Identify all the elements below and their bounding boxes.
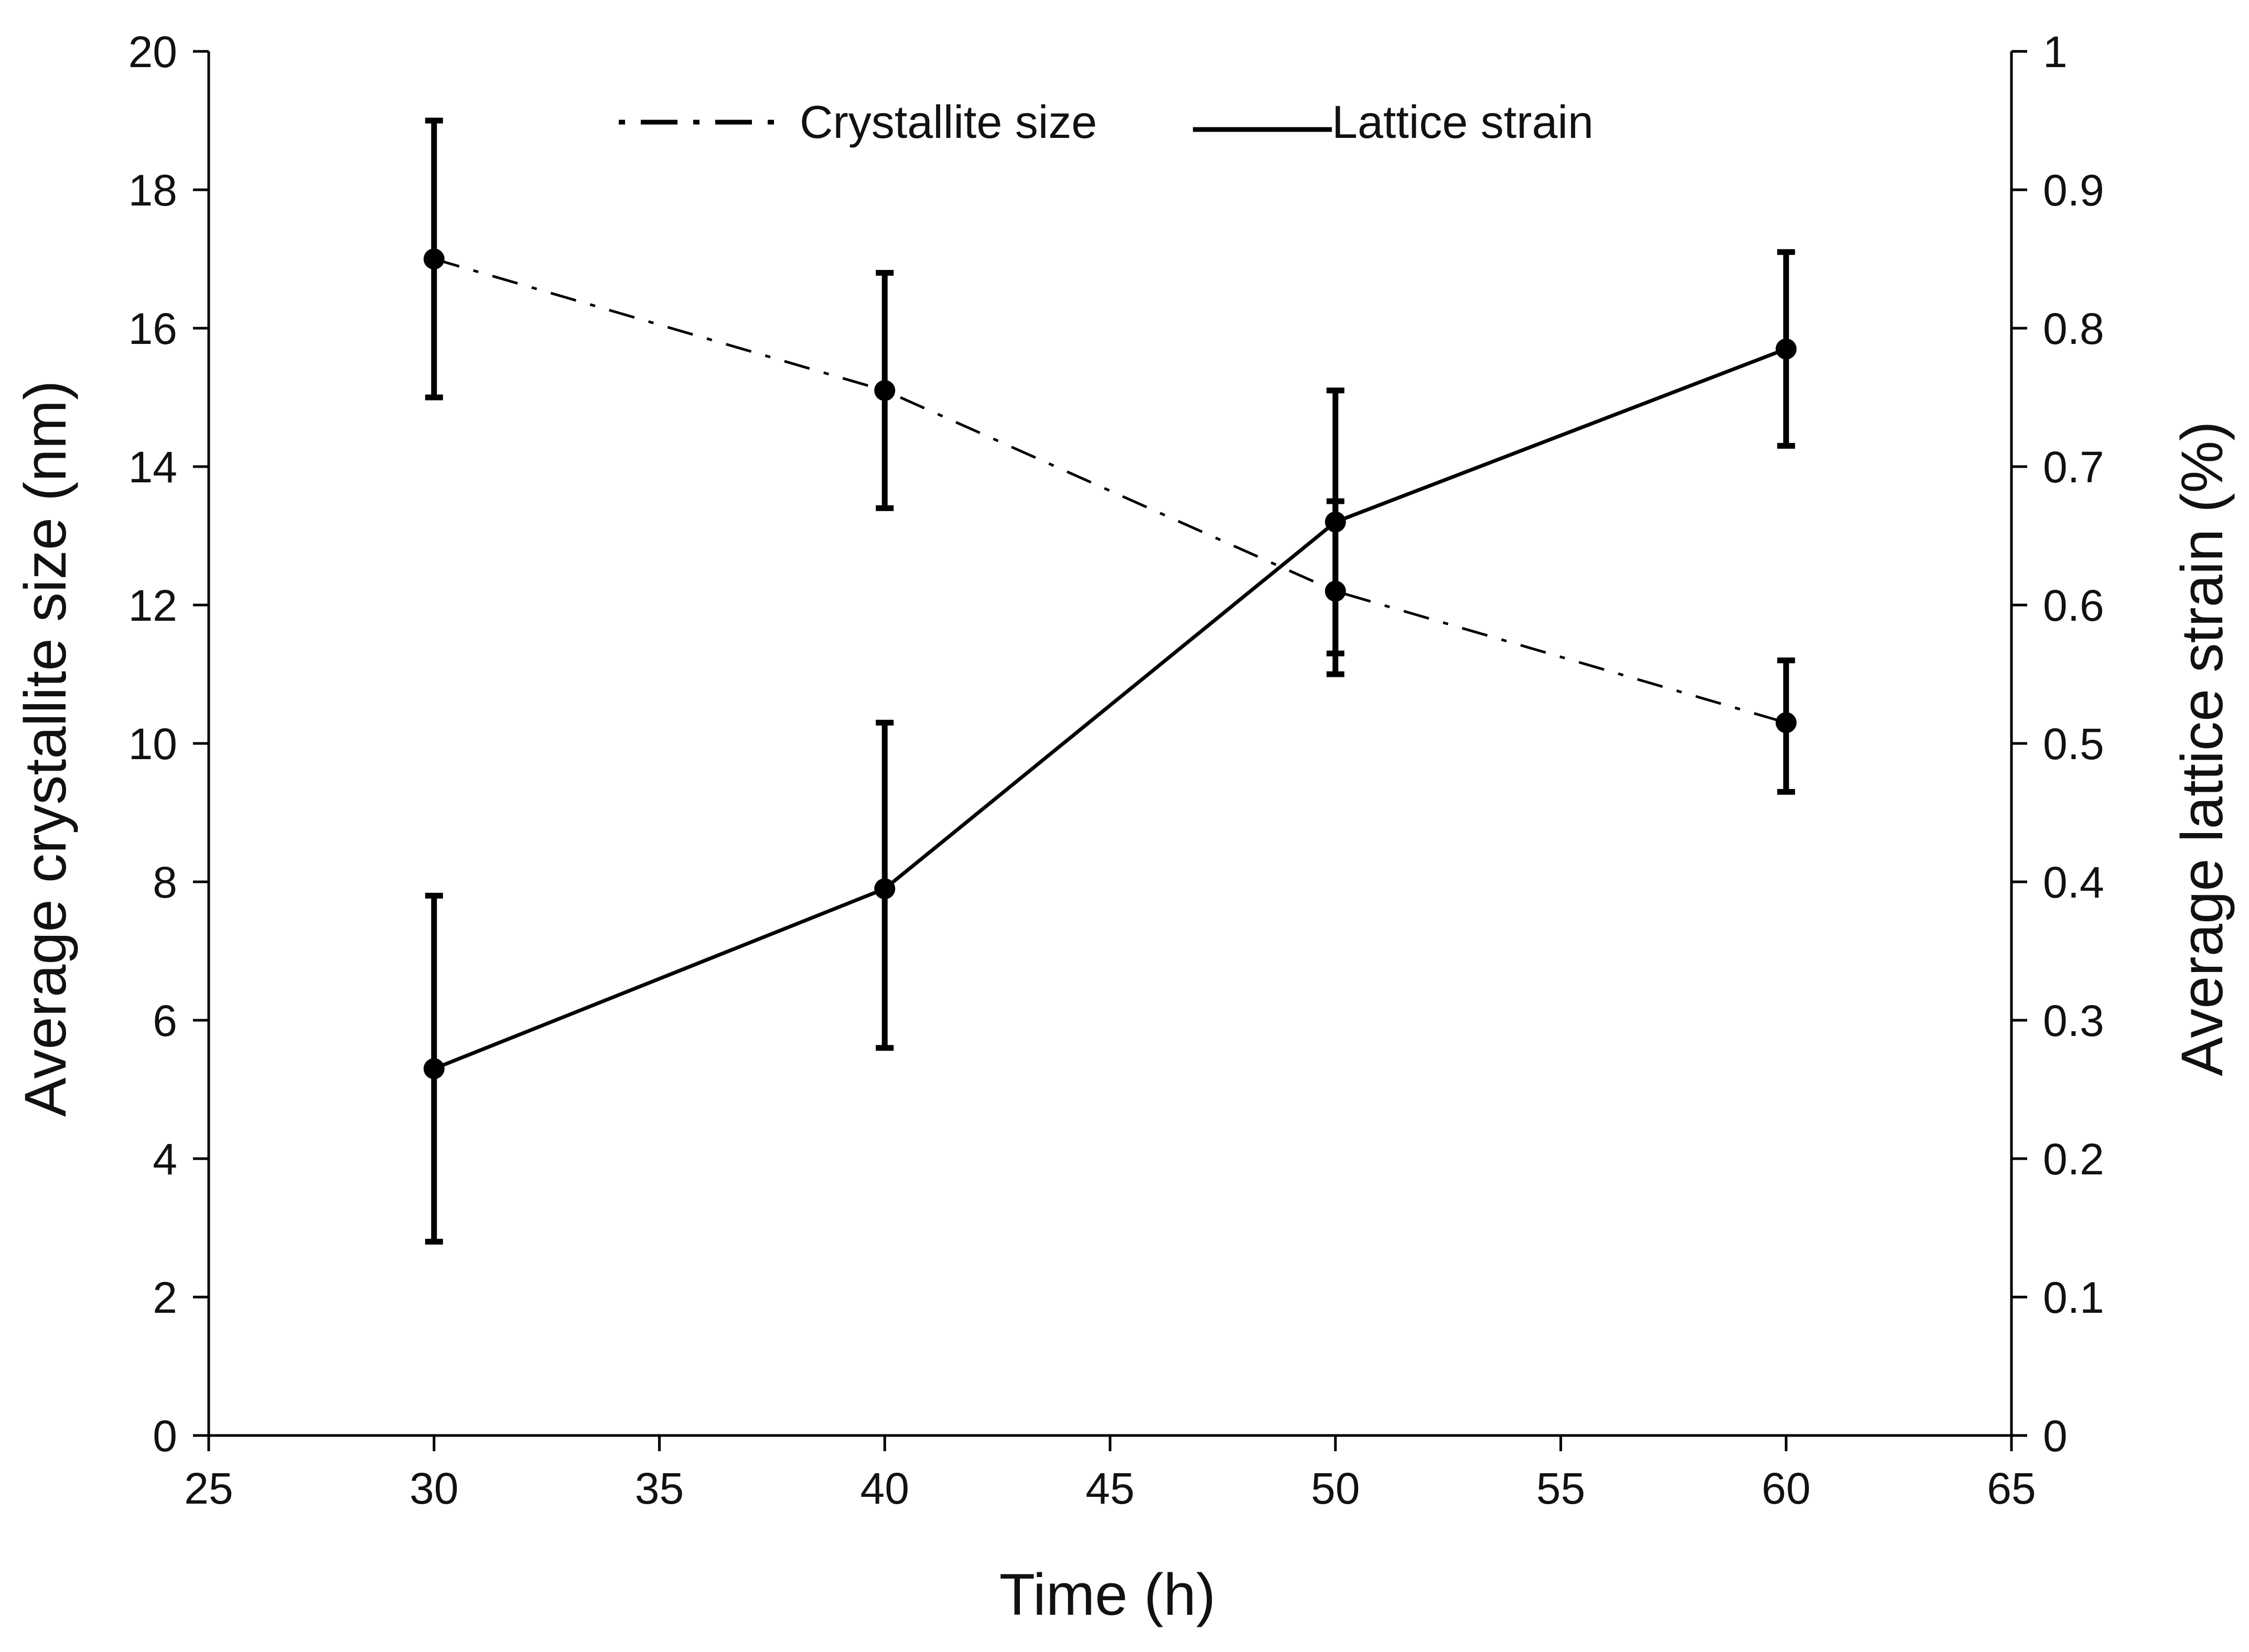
x-tick-label: 50 [1311, 1464, 1360, 1513]
y2-tick-label: 0.8 [2043, 304, 2104, 353]
y-tick-label: 0 [153, 1411, 177, 1461]
x-tick-label: 60 [1762, 1464, 1811, 1513]
x-tick-label: 25 [184, 1464, 233, 1513]
y-tick-label: 8 [153, 858, 177, 907]
x-tick-label: 45 [1085, 1464, 1134, 1513]
data-point [874, 380, 896, 401]
y2-tick-label: 0.9 [2043, 166, 2104, 215]
axis-titles: Time (h) Average crystallite size (nm) A… [13, 381, 2235, 1627]
x-tick-label: 35 [635, 1464, 684, 1513]
y-tick-label: 14 [128, 442, 177, 492]
y2-tick-label: 0.4 [2043, 858, 2104, 907]
x-axis-title: Time (h) [999, 1562, 1216, 1627]
y-tick-label: 10 [128, 719, 177, 769]
legend-entry-lattice-strain: Lattice strain [1193, 96, 1594, 148]
series-lattice-strain [423, 249, 1797, 1245]
data-point [423, 1058, 445, 1079]
data-point [874, 878, 896, 900]
y2-tick-label: 0 [2043, 1411, 2068, 1461]
legend-label: Lattice strain [1332, 96, 1594, 148]
y-tick-label: 20 [128, 27, 177, 77]
axes: 25 30 35 40 45 50 55 60 650246810121416182000.10… [128, 27, 2104, 1513]
y-axis-title: Average crystallite size (nm) [13, 381, 78, 1117]
y2-tick-label: 0.1 [2043, 1273, 2104, 1322]
x-tick-label: 30 [410, 1464, 458, 1513]
y-tick-label: 4 [153, 1135, 177, 1184]
legend: Crystallite size Lattice strain [619, 96, 1594, 148]
y-tick-label: 2 [153, 1273, 177, 1322]
y2-tick-label: 0.2 [2043, 1135, 2104, 1184]
y2-tick-label: 1 [2043, 27, 2068, 77]
y-tick-label: 16 [128, 304, 177, 353]
legend-label: Crystallite size [800, 96, 1097, 148]
y2-tick-label: 0.3 [2043, 996, 2104, 1045]
y-tick-label: 12 [128, 581, 177, 630]
data-point [1775, 712, 1797, 733]
y2-tick-label: 0.6 [2043, 581, 2104, 630]
x-tick-label: 65 [1987, 1464, 2036, 1513]
data-point [423, 249, 445, 269]
y2-axis-title: Average lattice strain (%) [2169, 421, 2235, 1076]
y2-tick-label: 0.7 [2043, 442, 2104, 492]
y2-tick-label: 0.5 [2043, 719, 2104, 769]
data-point [1775, 338, 1797, 360]
x-tick-label: 40 [860, 1464, 909, 1513]
y-tick-label: 6 [153, 996, 177, 1045]
series-crystallite-size [423, 117, 1797, 795]
y-tick-label: 18 [128, 166, 177, 215]
x-tick-label: 55 [1536, 1464, 1585, 1513]
series-line [434, 257, 1787, 724]
data-point [1325, 511, 1346, 533]
legend-entry-crystallite-size: Crystallite size [619, 96, 1097, 148]
series-line [433, 347, 1787, 1071]
plot-area [423, 117, 1797, 1245]
